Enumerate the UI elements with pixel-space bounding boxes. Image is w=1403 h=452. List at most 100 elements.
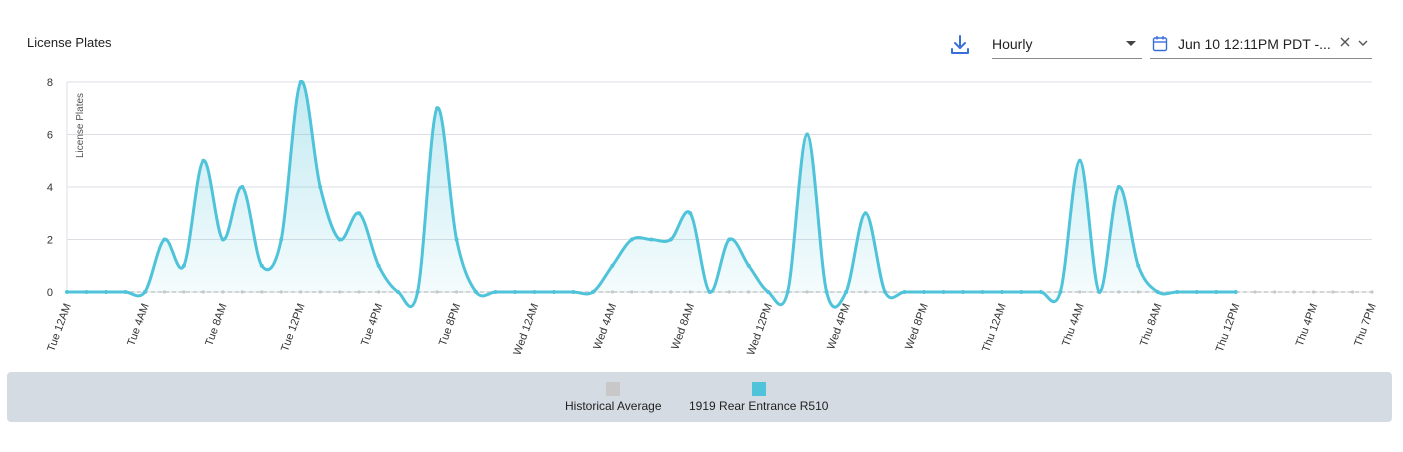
series-point[interactable] [1038, 290, 1043, 294]
x-tick-label: Thu 12AM [980, 302, 1009, 354]
x-tick-label: Thu 4AM [1060, 302, 1087, 348]
x-tick-label: Tue 12AM [45, 302, 73, 353]
x-tick-label: Tue 12PM [279, 302, 307, 353]
download-icon[interactable] [948, 33, 972, 57]
series-point[interactable] [1233, 290, 1238, 294]
historical-point [1253, 290, 1257, 294]
series-point[interactable] [1077, 158, 1082, 163]
series-point[interactable] [181, 263, 186, 268]
chart-title: License Plates [27, 35, 112, 50]
series-point[interactable] [84, 290, 89, 294]
series-point[interactable] [1019, 290, 1024, 294]
legend: Historical Average 1919 Rear Entrance R5… [7, 372, 1392, 422]
legend-item-camera[interactable]: 1919 Rear Entrance R510 [689, 382, 828, 413]
series-point[interactable] [357, 211, 362, 216]
series-point[interactable] [240, 185, 245, 189]
series-point[interactable] [1097, 290, 1102, 294]
series-point[interactable] [785, 290, 790, 294]
series-point[interactable] [1155, 290, 1160, 294]
series-point[interactable] [902, 290, 907, 294]
x-tick-label: Tue 4AM [125, 302, 151, 348]
series-point[interactable] [707, 290, 712, 294]
historical-point [1370, 290, 1374, 294]
series-point[interactable] [1136, 263, 1141, 268]
series-point[interactable] [922, 290, 927, 294]
date-range-value: Jun 10 12:11PM PDT -... [1178, 36, 1331, 52]
series-area [67, 81, 1236, 308]
series-point[interactable] [824, 290, 829, 294]
series-point[interactable] [1175, 290, 1180, 294]
series-point[interactable] [201, 158, 206, 163]
series-point[interactable] [532, 290, 537, 294]
series-point[interactable] [1116, 185, 1121, 189]
series-point[interactable] [727, 237, 732, 242]
series-point[interactable] [220, 237, 225, 242]
historical-point [1292, 290, 1296, 294]
x-tick-label: Wed 12AM [511, 302, 541, 357]
series-point[interactable] [844, 290, 849, 294]
historical-point [1350, 290, 1355, 294]
legend-label-historical: Historical Average [565, 399, 662, 413]
close-icon[interactable] [1338, 35, 1352, 49]
series-point[interactable] [376, 263, 381, 268]
series-point[interactable] [610, 263, 615, 268]
y-axis-ticks: 0 2 4 6 8 [47, 77, 53, 299]
series-point[interactable] [279, 237, 284, 242]
x-tick-label: Thu 8AM [1138, 302, 1165, 348]
series-point[interactable] [590, 290, 595, 294]
series-point[interactable] [103, 290, 108, 294]
series-point[interactable] [162, 237, 167, 242]
x-tick-label: Thu 4PM [1294, 302, 1321, 348]
series-point[interactable] [688, 211, 693, 216]
series-point[interactable] [65, 290, 69, 294]
x-tick-label: Tue 8PM [437, 302, 463, 348]
historical-point [1311, 290, 1316, 294]
series-point[interactable] [766, 290, 771, 294]
series-point[interactable] [142, 290, 147, 294]
series-point[interactable] [298, 80, 303, 84]
x-tick-label: Thu 7PM [1352, 302, 1379, 348]
series-point[interactable] [1194, 290, 1199, 294]
series-point[interactable] [980, 290, 985, 294]
x-tick-label: Wed 8AM [669, 302, 697, 351]
series-point[interactable] [318, 185, 323, 189]
y-axis-label: License Plates [75, 93, 86, 158]
series-point[interactable] [415, 290, 420, 294]
series-point[interactable] [474, 290, 479, 294]
series-point[interactable] [1214, 290, 1219, 294]
y-tick-label: 0 [47, 287, 53, 299]
x-tick-label: Tue 8AM [203, 302, 229, 348]
legend-item-historical[interactable]: Historical Average [565, 382, 662, 413]
series-point[interactable] [1058, 290, 1063, 294]
interval-select[interactable]: Hourly [992, 33, 1142, 59]
date-range-picker[interactable]: Jun 10 12:11PM PDT -... [1150, 33, 1372, 59]
series-point[interactable] [454, 237, 459, 242]
series-point[interactable] [512, 290, 517, 294]
series-point[interactable] [435, 106, 440, 111]
series-point[interactable] [960, 290, 965, 294]
series-point[interactable] [883, 290, 888, 294]
series-1919-rear-entrance [65, 80, 1238, 309]
y-tick-label: 8 [47, 77, 53, 89]
series-point[interactable] [805, 132, 810, 137]
interval-select-value: Hourly [992, 36, 1033, 52]
series-point[interactable] [551, 290, 556, 294]
chevron-down-icon[interactable] [1357, 36, 1369, 48]
y-tick-label: 6 [47, 130, 53, 142]
series-point[interactable] [396, 290, 401, 294]
series-point[interactable] [493, 290, 498, 294]
series-point[interactable] [571, 290, 576, 294]
series-point[interactable] [123, 290, 128, 294]
series-point[interactable] [668, 237, 673, 242]
series-point[interactable] [629, 237, 634, 242]
series-point[interactable] [941, 290, 946, 294]
series-point[interactable] [999, 290, 1004, 294]
series-point[interactable] [259, 263, 264, 268]
legend-swatch-historical [606, 382, 621, 396]
historical-point [1273, 290, 1277, 294]
series-point[interactable] [746, 263, 751, 268]
y-tick-label: 4 [47, 182, 53, 194]
series-point[interactable] [337, 237, 342, 242]
series-point[interactable] [649, 237, 654, 242]
series-point[interactable] [863, 211, 868, 216]
